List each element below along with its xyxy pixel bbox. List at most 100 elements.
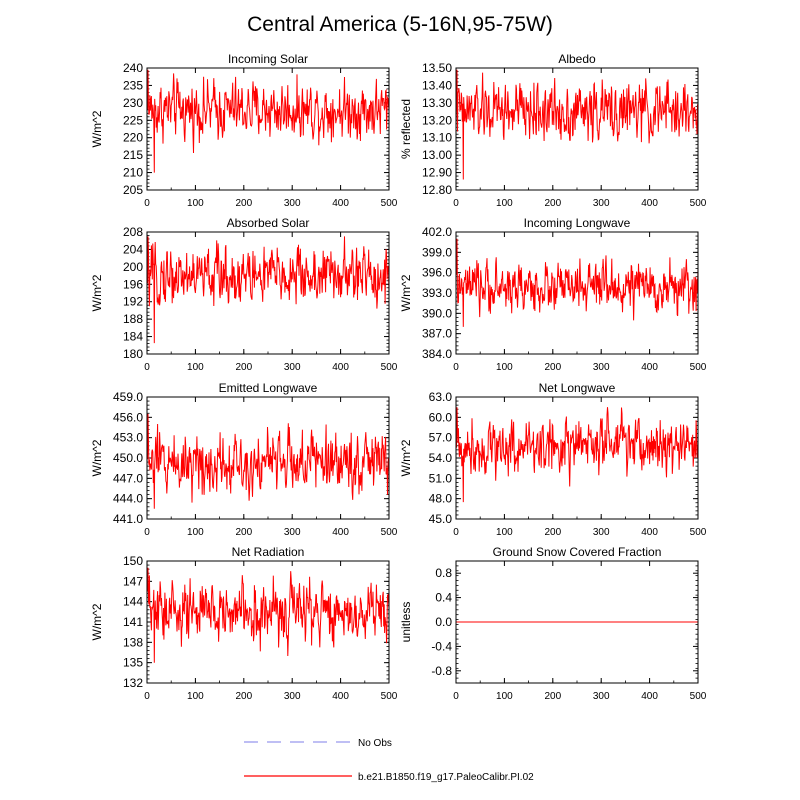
y-tick-label: 150	[123, 554, 143, 568]
x-tick-label: 100	[187, 691, 204, 702]
panel-title: Incoming Longwave	[524, 216, 631, 230]
x-tick-label: 200	[544, 691, 561, 702]
y-tick-label: 13.20	[422, 113, 452, 127]
plot-frame	[146, 231, 390, 355]
panel-title: Absorbed Solar	[227, 216, 310, 230]
series-line-model	[146, 69, 390, 173]
y-tick-label: 147	[123, 574, 143, 588]
x-tick-label: 0	[453, 362, 459, 373]
y-axis-label: W/m^2	[90, 274, 104, 311]
y-tick-label: 235	[123, 78, 143, 92]
series-line-model	[146, 413, 390, 509]
y-tick-label: 63.0	[429, 390, 453, 404]
y-tick-label: 390.0	[422, 306, 452, 320]
y-axis-label: W/m^2	[399, 274, 413, 311]
y-tick-label: 51.0	[429, 471, 453, 485]
series-line-model	[455, 69, 699, 180]
y-axis-label: % reflected	[399, 99, 413, 159]
panel-absorbed-solar: Absorbed Solar W/m^2 0 100 200 300 400 500 180 18…	[90, 216, 398, 373]
x-tick-label: 500	[690, 362, 707, 373]
y-tick-label: 45.0	[429, 512, 453, 526]
y-tick-label: 0.8	[435, 566, 452, 580]
y-tick-label: 387.0	[422, 327, 452, 341]
plot-frame	[455, 560, 699, 684]
x-tick-label: 400	[641, 198, 658, 209]
y-tick-label: 459.0	[113, 390, 143, 404]
y-tick-label: -0.4	[431, 639, 452, 653]
x-tick-label: 0	[144, 527, 150, 538]
x-tick-label: 0	[453, 691, 459, 702]
y-axis-label: W/m^2	[399, 439, 413, 476]
y-tick-label: 192	[123, 295, 143, 309]
x-tick-label: 300	[593, 527, 610, 538]
x-tick-label: 400	[332, 198, 349, 209]
y-tick-label: 402.0	[422, 225, 452, 239]
y-tick-label: 220	[123, 131, 143, 145]
y-tick-label: 13.40	[422, 78, 452, 92]
y-tick-label: 135	[123, 656, 143, 670]
x-tick-label: 400	[332, 362, 349, 373]
plot-frame	[146, 396, 390, 520]
x-tick-label: 300	[593, 691, 610, 702]
y-tick-label: 215	[123, 148, 143, 162]
x-tick-label: 100	[496, 527, 513, 538]
y-tick-label: 444.0	[113, 492, 143, 506]
x-tick-label: 300	[284, 198, 301, 209]
y-tick-label: 200	[123, 260, 143, 274]
y-tick-label: 141	[123, 615, 143, 629]
plot-frame	[455, 396, 699, 520]
legend-model-label: b.e21.B1850.f19_g17.PaleoCalibr.PI.02	[358, 772, 534, 783]
y-tick-label: 225	[123, 113, 143, 127]
y-tick-label: 60.0	[429, 410, 453, 424]
series-line-model	[146, 567, 390, 663]
panel-title: Net Radiation	[232, 545, 305, 559]
y-tick-label: 0.4	[435, 591, 452, 605]
y-tick-label: 54.0	[429, 451, 453, 465]
x-tick-label: 200	[235, 198, 252, 209]
x-tick-label: 500	[690, 198, 707, 209]
y-tick-label: 393.0	[422, 286, 452, 300]
y-tick-label: 450.0	[113, 451, 143, 465]
panel-net-longwave: Net Longwave W/m^2 0 100 200 300 400 500 45.0 48.…	[399, 381, 707, 538]
panel-net-radiation: Net Radiation W/m^2 0 100 200 300 400 500 132 135…	[90, 545, 398, 702]
x-tick-label: 200	[544, 198, 561, 209]
y-tick-label: 12.90	[422, 166, 452, 180]
y-tick-label: 13.10	[422, 131, 452, 145]
panel-ground-snow-covered-fraction: Ground Snow Covered Fraction unitless 0 100…	[399, 545, 707, 702]
y-tick-label: 144	[123, 595, 143, 609]
x-tick-label: 400	[641, 691, 658, 702]
series-line-model	[146, 236, 390, 344]
y-tick-label: 205	[123, 183, 143, 197]
x-tick-label: 300	[593, 198, 610, 209]
x-tick-label: 200	[544, 527, 561, 538]
y-tick-label: 210	[123, 166, 143, 180]
series-line-model	[455, 238, 699, 327]
panel-grid: Incoming Solar W/m^2 0 100 200 300 400 500 205 21…	[90, 52, 707, 702]
x-tick-label: 500	[690, 527, 707, 538]
y-tick-label: -0.8	[431, 664, 452, 678]
y-tick-label: 48.0	[429, 492, 453, 506]
panel-title: Ground Snow Covered Fraction	[493, 545, 662, 559]
y-tick-label: 447.0	[113, 471, 143, 485]
y-tick-label: 138	[123, 635, 143, 649]
x-tick-label: 200	[235, 527, 252, 538]
y-axis-label: unitless	[399, 602, 413, 643]
x-tick-label: 0	[453, 527, 459, 538]
x-tick-label: 100	[187, 362, 204, 373]
y-tick-label: 196	[123, 277, 143, 291]
x-tick-label: 200	[544, 362, 561, 373]
figure-title: Central America (5-16N,95-75W)	[247, 13, 553, 36]
plot-frame	[455, 231, 699, 355]
series-line-model	[455, 407, 699, 503]
panel-title: Albedo	[558, 52, 596, 66]
y-tick-label: 230	[123, 96, 143, 110]
x-tick-label: 400	[641, 362, 658, 373]
x-tick-label: 0	[144, 362, 150, 373]
panel-title: Net Longwave	[539, 381, 616, 395]
plot-frame	[146, 560, 390, 684]
y-tick-label: 180	[123, 347, 143, 361]
y-tick-label: 57.0	[429, 431, 453, 445]
panel-title: Incoming Solar	[228, 52, 308, 66]
plot-frame	[146, 67, 390, 191]
panel-incoming-solar: Incoming Solar W/m^2 0 100 200 300 400 500 205 21…	[90, 52, 398, 209]
